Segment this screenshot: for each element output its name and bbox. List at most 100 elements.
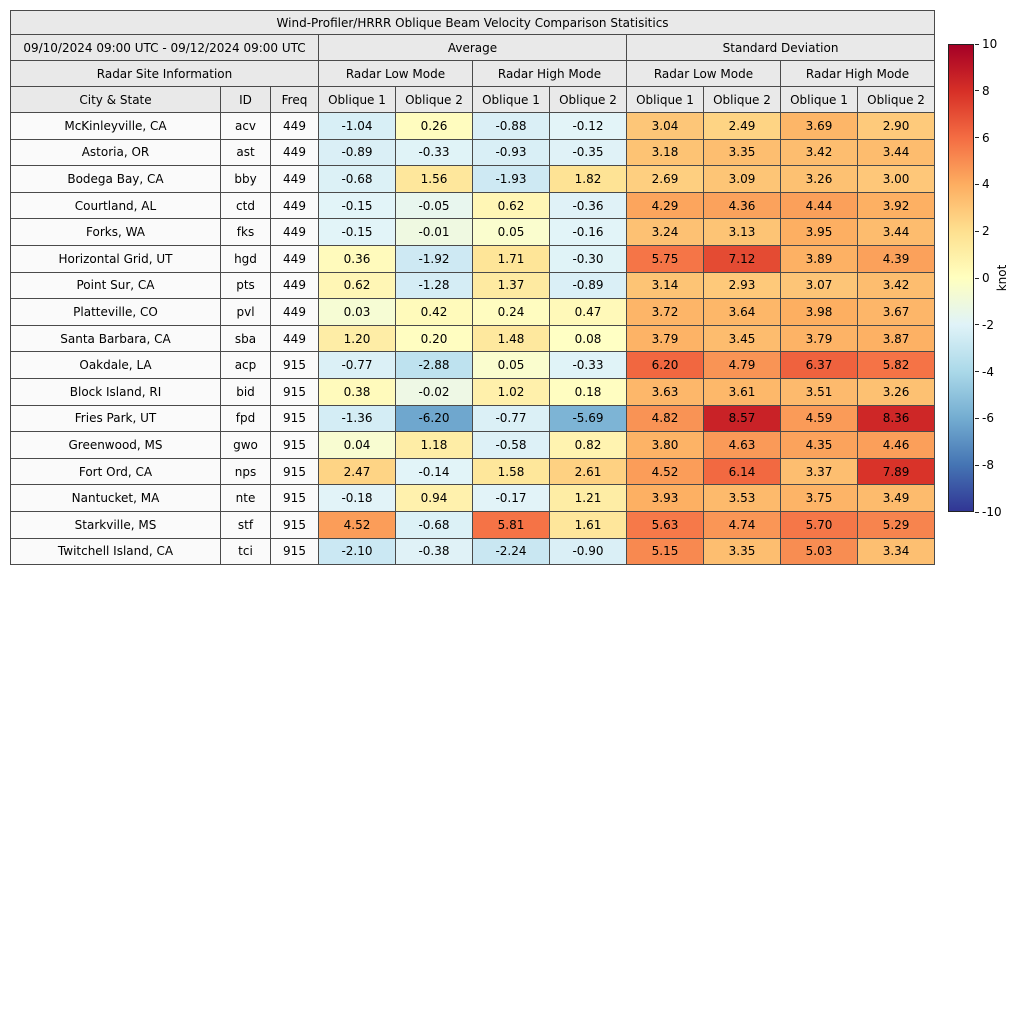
city-cell: Platteville, CO bbox=[10, 298, 221, 326]
table-row: Astoria, OR ast 449 -0.89 -0.33 -0.93 -0.35 3.1… bbox=[10, 138, 936, 167]
table-row: Horizontal Grid, UT hgd 449 0.36 -1.92 1.71 -0… bbox=[10, 244, 936, 273]
value-cell: -0.33 bbox=[549, 351, 627, 379]
column-header-row: City & State ID Freq Oblique 1 Oblique 2… bbox=[10, 86, 936, 113]
value-cell: -0.89 bbox=[318, 138, 396, 167]
table-row: Block Island, RI bid 915 0.38 -0.02 1.02 0.18 3… bbox=[10, 377, 936, 406]
title-row: Wind-Profiler/HRRR Oblique Beam Velocity… bbox=[9, 10, 936, 35]
value-cell: 3.69 bbox=[780, 112, 858, 140]
group-header-row: 09/10/2024 09:00 UTC - 09/12/2024 09:00 … bbox=[10, 34, 936, 61]
site-id-cell: fpd bbox=[220, 404, 271, 433]
value-cell: 8.36 bbox=[856, 404, 936, 433]
value-cell: 3.09 bbox=[703, 165, 781, 193]
freq-cell: 449 bbox=[270, 191, 319, 220]
value-cell: 5.03 bbox=[780, 537, 858, 566]
std-low-mode-header: Radar Low Mode bbox=[626, 60, 781, 87]
value-cell: 3.00 bbox=[856, 165, 936, 193]
std-group-header: Standard Deviation bbox=[625, 34, 936, 61]
value-cell: 4.59 bbox=[780, 404, 858, 433]
value-cell: 6.14 bbox=[703, 457, 781, 486]
freq-cell: 915 bbox=[270, 484, 319, 512]
colorbar-gradient bbox=[948, 44, 974, 512]
table-row: Bodega Bay, CA bby 449 -0.68 1.56 -1.93 1.82 2.… bbox=[10, 165, 936, 193]
colorbar-tickmark bbox=[975, 43, 979, 45]
site-id-cell: ctd bbox=[220, 191, 271, 220]
value-cell: -0.30 bbox=[549, 244, 627, 273]
value-cell: 3.53 bbox=[703, 484, 781, 512]
column-header-oblique: Oblique 1 bbox=[472, 86, 550, 113]
value-cell: -0.58 bbox=[472, 431, 550, 459]
colorbar-tickmark bbox=[975, 183, 979, 185]
value-cell: 3.45 bbox=[703, 324, 781, 353]
value-cell: -0.01 bbox=[395, 218, 473, 246]
value-cell: -0.77 bbox=[472, 404, 550, 433]
freq-cell: 449 bbox=[270, 165, 319, 193]
value-cell: 3.61 bbox=[703, 377, 781, 406]
avg-high-mode-header: Radar High Mode bbox=[472, 60, 627, 87]
site-id-cell: nte bbox=[220, 484, 271, 512]
site-id-cell: sba bbox=[220, 324, 271, 353]
colorbar-tickmark bbox=[975, 277, 979, 279]
value-cell: -0.15 bbox=[318, 218, 396, 246]
value-cell: -1.36 bbox=[318, 404, 396, 433]
value-cell: 4.39 bbox=[856, 244, 936, 273]
value-cell: 0.94 bbox=[395, 484, 473, 512]
value-cell: 0.24 bbox=[472, 298, 550, 326]
value-cell: 1.20 bbox=[318, 324, 396, 353]
value-cell: 0.26 bbox=[395, 112, 473, 140]
city-cell: Block Island, RI bbox=[10, 377, 221, 406]
value-cell: -1.93 bbox=[472, 165, 550, 193]
column-header-oblique: Oblique 1 bbox=[318, 86, 396, 113]
value-cell: 3.98 bbox=[780, 298, 858, 326]
freq-cell: 915 bbox=[270, 457, 319, 486]
site-id-cell: acv bbox=[220, 112, 271, 140]
value-cell: 0.38 bbox=[318, 377, 396, 406]
value-cell: -0.18 bbox=[318, 484, 396, 512]
site-id-cell: acp bbox=[220, 351, 271, 379]
value-cell: 3.67 bbox=[856, 298, 936, 326]
value-cell: 2.93 bbox=[703, 271, 781, 300]
freq-cell: 449 bbox=[270, 324, 319, 353]
value-cell: 3.26 bbox=[856, 377, 936, 406]
value-cell: 0.20 bbox=[395, 324, 473, 353]
value-cell: 5.63 bbox=[626, 510, 704, 539]
mode-header-row: Radar Site Information Radar Low Mode Ra… bbox=[10, 60, 936, 87]
colorbar-tickmark bbox=[975, 90, 979, 92]
table-row: McKinleyville, CA acv 449 -1.04 0.26 -0.88 -0.… bbox=[10, 112, 936, 140]
value-cell: 4.79 bbox=[703, 351, 781, 379]
table-row: Twitchell Island, CA tci 915 -2.10 -0.38 -2.2… bbox=[10, 537, 936, 566]
value-cell: 1.58 bbox=[472, 457, 550, 486]
colorbar-tickmark bbox=[975, 511, 979, 513]
value-cell: 0.03 bbox=[318, 298, 396, 326]
value-cell: 4.36 bbox=[703, 191, 781, 220]
city-cell: McKinleyville, CA bbox=[10, 112, 221, 140]
value-cell: 3.13 bbox=[703, 218, 781, 246]
city-cell: Fort Ord, CA bbox=[10, 457, 221, 486]
stats-table: Wind-Profiler/HRRR Oblique Beam Velocity… bbox=[9, 10, 936, 566]
value-cell: -0.68 bbox=[395, 510, 473, 539]
value-cell: 3.42 bbox=[780, 138, 858, 167]
value-cell: -2.10 bbox=[318, 537, 396, 566]
column-header-freq: Freq bbox=[270, 86, 319, 113]
value-cell: 5.75 bbox=[626, 244, 704, 273]
value-cell: -0.77 bbox=[318, 351, 396, 379]
column-header-city: City & State bbox=[10, 86, 221, 113]
value-cell: -0.15 bbox=[318, 191, 396, 220]
value-cell: 1.48 bbox=[472, 324, 550, 353]
value-cell: 2.69 bbox=[626, 165, 704, 193]
table-row: Nantucket, MA nte 915 -0.18 0.94 -0.17 1.21 3.9… bbox=[10, 484, 936, 512]
city-cell: Nantucket, MA bbox=[10, 484, 221, 512]
table-header: Wind-Profiler/HRRR Oblique Beam Velocity… bbox=[9, 10, 936, 113]
value-cell: 6.37 bbox=[780, 351, 858, 379]
value-cell: 5.15 bbox=[626, 537, 704, 566]
city-cell: Astoria, OR bbox=[10, 138, 221, 167]
table-row: Platteville, CO pvl 449 0.03 0.42 0.24 0.47 3.7… bbox=[10, 298, 936, 326]
value-cell: -0.89 bbox=[549, 271, 627, 300]
value-cell: 3.44 bbox=[856, 138, 936, 167]
value-cell: 3.49 bbox=[856, 484, 936, 512]
value-cell: 4.63 bbox=[703, 431, 781, 459]
colorbar-tickmark bbox=[975, 230, 979, 232]
table-row: Forks, WA fks 449 -0.15 -0.01 0.05 -0.16 3.24 3.… bbox=[10, 218, 936, 246]
value-cell: 6.20 bbox=[626, 351, 704, 379]
value-cell: -1.92 bbox=[395, 244, 473, 273]
